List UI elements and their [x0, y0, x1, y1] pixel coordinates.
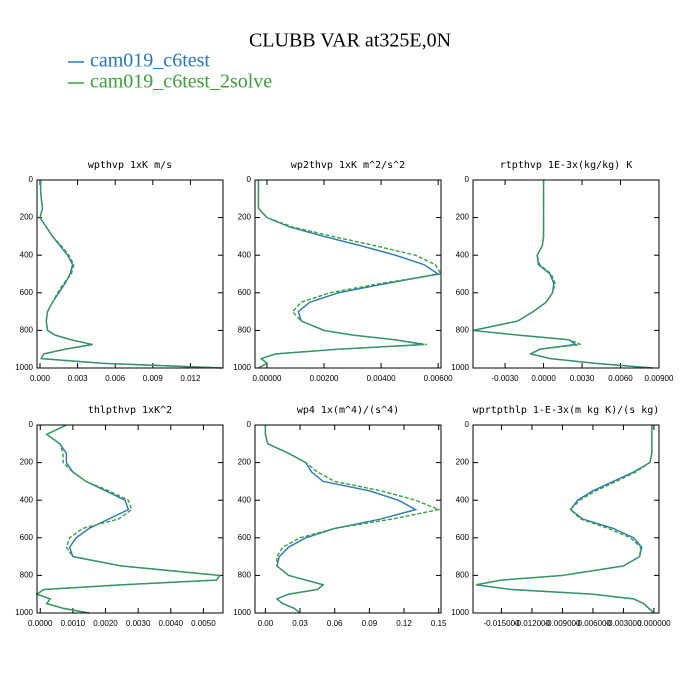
y-tick-label: 400: [238, 250, 252, 259]
y-tick-label: 600: [456, 288, 470, 297]
x-tick-label: 0.00000: [253, 374, 282, 383]
profile-line: [264, 425, 442, 614]
y-tick-label: 1000: [233, 363, 251, 372]
y-tick-label: 200: [238, 458, 252, 467]
x-tick-label: -0.015000: [483, 619, 520, 628]
y-tick-label: 0: [465, 420, 470, 429]
x-tick-label: 0.003: [68, 374, 89, 383]
y-tick-label: 200: [20, 458, 34, 467]
y-tick-label: 800: [20, 571, 34, 580]
y-tick-label: 0: [247, 420, 252, 429]
y-tick-label: 400: [456, 495, 470, 504]
y-tick-label: 400: [238, 495, 252, 504]
plot-frame: [472, 424, 660, 614]
x-tick-label: 0.00600: [424, 374, 453, 383]
legend-label: cam019_c6test_2solve: [90, 71, 272, 93]
x-tick-label: -0.012000: [514, 619, 551, 628]
profile-line: [475, 425, 655, 614]
x-tick-label: 0.0020: [93, 619, 118, 628]
panel-title: wp4 1x(m^4)/(s^4): [297, 405, 399, 416]
x-tick-label: -0.009000: [544, 619, 581, 628]
x-tick-label: 0.000000: [637, 619, 671, 628]
y-tick-label: 1000: [233, 608, 251, 617]
x-tick-label: 0.0050: [191, 619, 216, 628]
x-tick-label: 0.0010: [61, 619, 86, 628]
profile-line: [472, 180, 653, 369]
x-tick-label: 0.0060: [608, 374, 633, 383]
legend-label: cam019_c6test: [90, 50, 210, 72]
profile-line: [39, 180, 222, 369]
x-tick-label: 0.00200: [310, 374, 339, 383]
x-tick-label: 0.0030: [570, 374, 595, 383]
x-tick-label: 0.03: [292, 619, 308, 628]
y-tick-label: 800: [238, 571, 252, 580]
x-tick-label: 0.012: [180, 374, 201, 383]
figure-title: CLUBB VAR at325E,0N: [249, 30, 451, 52]
x-tick-label: -0.006000: [575, 619, 612, 628]
y-tick-label: 200: [20, 213, 34, 222]
x-tick-label: 0.0000: [531, 374, 556, 383]
panel-title: wprtpthlp 1-E-3x(m kg K)/(s kg): [473, 405, 660, 416]
y-tick-label: 600: [20, 288, 34, 297]
x-tick-label: -0.0030: [491, 374, 519, 383]
y-tick-label: 1000: [15, 363, 33, 372]
x-tick-label: 0.12: [396, 619, 412, 628]
y-tick-label: 800: [456, 326, 470, 335]
x-tick-label: 0.000: [30, 374, 51, 383]
y-tick-label: 600: [238, 288, 252, 297]
y-tick-label: 800: [456, 571, 470, 580]
y-tick-label: 200: [456, 458, 470, 467]
plot-frame: [36, 179, 224, 369]
panel-title: wpthvp 1xK m/s: [88, 160, 172, 171]
plot-frame: [254, 424, 442, 614]
y-tick-label: 1000: [15, 608, 33, 617]
y-tick-label: 400: [20, 495, 34, 504]
y-tick-label: 600: [20, 533, 34, 542]
x-tick-label: 0.00400: [367, 374, 396, 383]
y-tick-label: 1000: [451, 608, 469, 617]
y-tick-label: 800: [238, 326, 252, 335]
x-tick-label: 0.15: [431, 619, 447, 628]
y-tick-label: 0: [247, 175, 252, 184]
y-tick-label: 600: [238, 533, 252, 542]
x-tick-label: 0.0000: [28, 619, 53, 628]
y-tick-label: 800: [20, 326, 34, 335]
x-tick-label: 0.009: [143, 374, 164, 383]
y-tick-label: 400: [456, 250, 470, 259]
panel-title: wp2thvp 1xK m^2/s^2: [291, 160, 405, 171]
y-tick-label: 600: [456, 533, 470, 542]
y-tick-label: 0: [29, 175, 34, 184]
profile-line: [257, 180, 443, 369]
y-tick-label: 1000: [451, 363, 469, 372]
panel-title: thlpthvp 1xK^2: [88, 405, 172, 416]
y-tick-label: 400: [20, 250, 34, 259]
y-tick-label: 200: [456, 213, 470, 222]
x-tick-label: 0.00900: [645, 374, 674, 383]
y-tick-label: 0: [29, 420, 34, 429]
x-tick-label: 0.09: [362, 619, 378, 628]
y-tick-label: 0: [465, 175, 470, 184]
plot-frame: [254, 179, 442, 369]
plot-frame: [36, 424, 224, 614]
x-tick-label: -0.003000: [605, 619, 642, 628]
x-tick-label: 0.06: [327, 619, 343, 628]
plot-frame: [472, 179, 660, 369]
x-tick-label: 0.0040: [159, 619, 184, 628]
y-tick-label: 200: [238, 213, 252, 222]
x-tick-label: 0.0030: [126, 619, 151, 628]
panel-title: rtpthvp 1E-3x(kg/kg) K: [500, 160, 632, 171]
x-tick-label: 0.006: [105, 374, 126, 383]
x-tick-label: 0.00: [258, 619, 274, 628]
profile-line: [35, 424, 221, 614]
